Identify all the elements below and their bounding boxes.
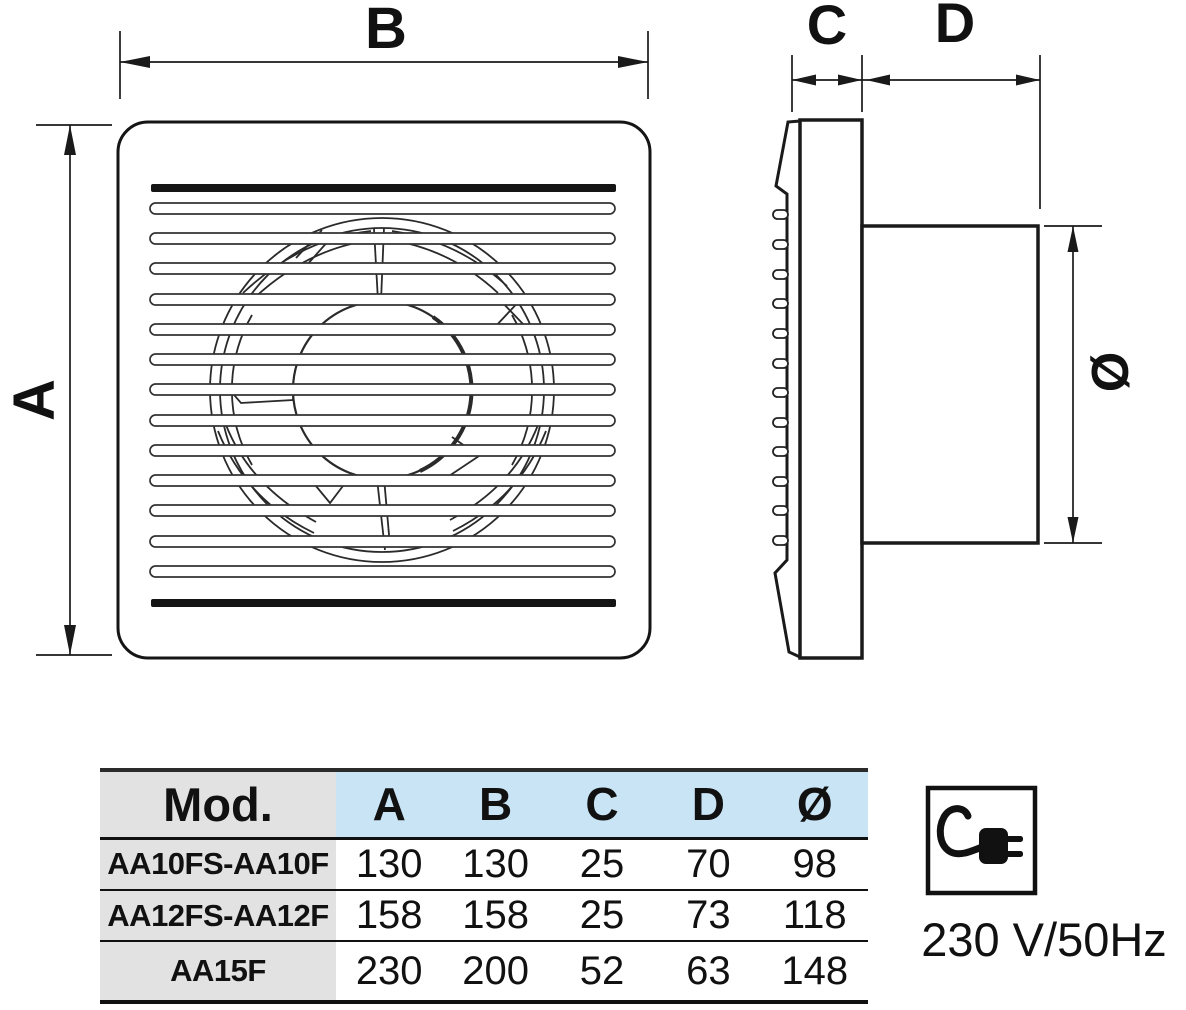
col-header-diameter: Ø — [761, 770, 868, 838]
value-c: 25 — [548, 890, 656, 941]
dimension-height-a — [36, 124, 112, 656]
value-a: 230 — [336, 941, 443, 1002]
model-name: AA10FS-AA10F — [100, 838, 336, 890]
value-d: 63 — [655, 941, 762, 1002]
table-row: AA10FS-AA10F 130 130 25 70 98 — [100, 838, 868, 890]
table-row: AA15F 230 200 52 63 148 — [100, 941, 868, 1002]
value-d: 73 — [655, 890, 762, 941]
dim-label-d: D — [935, 0, 975, 54]
value-c: 52 — [548, 941, 656, 1002]
power-plug-box — [925, 785, 1038, 896]
value-diameter: 118 — [761, 890, 868, 941]
voltage-label: 230 V/50Hz — [921, 913, 1167, 966]
dim-label-a: A — [2, 379, 67, 421]
col-header-a: A — [336, 770, 443, 838]
col-header-b: B — [442, 770, 549, 838]
model-name: AA12FS-AA12F — [100, 890, 336, 941]
col-header-d: D — [655, 770, 762, 838]
side-view — [772, 118, 1040, 660]
value-a: 158 — [336, 890, 443, 941]
value-b: 158 — [442, 890, 549, 941]
dimension-duct-d — [862, 55, 1041, 209]
value-diameter: 98 — [761, 838, 868, 890]
value-diameter: 148 — [761, 941, 868, 1002]
model-name: AA15F — [100, 941, 336, 1002]
table-header-row: Mod. A B C D Ø — [100, 770, 868, 838]
front-view — [116, 120, 652, 660]
dimension-width-b — [119, 31, 649, 99]
power-plug-icon — [936, 805, 1023, 864]
value-c: 25 — [548, 838, 656, 890]
grille-slats — [149, 202, 616, 578]
col-header-model: Mod. — [100, 770, 336, 838]
dimension-depth-c — [791, 55, 863, 112]
table-row: AA12FS-AA12F 158 158 25 73 118 — [100, 890, 868, 941]
grille-bars — [151, 184, 616, 607]
value-b: 200 — [442, 941, 549, 1002]
dim-label-b: B — [365, 0, 407, 61]
dim-label-diameter: Ø — [1080, 352, 1138, 392]
side-cover-ribs — [772, 209, 789, 546]
side-duct — [860, 224, 1040, 545]
dimensions-table: Mod. A B C D Ø AA10FS-AA10F 130 130 25 7… — [100, 768, 868, 1004]
faceplate-outline — [116, 120, 652, 660]
dim-label-c: C — [807, 0, 847, 56]
value-d: 70 — [655, 838, 762, 890]
dimension-diameter — [1044, 225, 1102, 544]
value-b: 130 — [442, 838, 549, 890]
col-header-c: C — [548, 770, 656, 838]
value-a: 130 — [336, 838, 443, 890]
side-mounting-plate — [798, 118, 864, 660]
